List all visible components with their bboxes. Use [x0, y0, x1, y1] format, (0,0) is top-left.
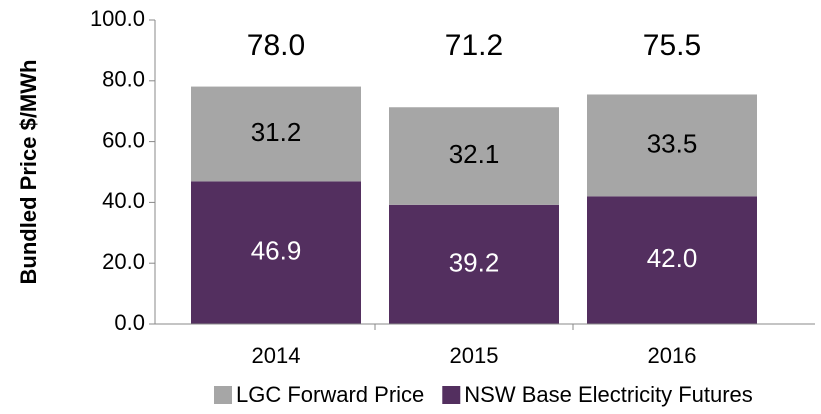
y-tick-label: 0.0 — [114, 310, 145, 335]
x-tick-label: 2014 — [252, 343, 301, 368]
y-tick-label: 60.0 — [102, 127, 145, 152]
bar-segment — [191, 86, 361, 182]
bar-segment — [587, 196, 757, 324]
legend-label: LGC Forward Price — [236, 382, 424, 407]
x-tick-label: 2016 — [648, 343, 697, 368]
y-tick-label: 100.0 — [90, 6, 145, 31]
data-label: 46.9 — [251, 236, 302, 266]
legend-label: NSW Base Electricity Futures — [464, 382, 753, 407]
legend-swatch — [214, 386, 232, 404]
y-tick-label: 40.0 — [102, 188, 145, 213]
y-tick-label: 20.0 — [102, 249, 145, 274]
data-label: 32.1 — [449, 139, 500, 169]
y-tick-label: 80.0 — [102, 67, 145, 92]
total-label: 78.0 — [247, 29, 305, 62]
total-label: 71.2 — [445, 29, 503, 62]
x-tick-label: 2015 — [450, 343, 499, 368]
legend-swatch — [442, 386, 461, 404]
bar-segment — [389, 204, 559, 324]
total-label: 75.5 — [643, 29, 701, 62]
data-label: 31.2 — [251, 117, 302, 147]
bar-segment — [389, 107, 559, 205]
data-label: 39.2 — [449, 247, 500, 277]
data-label: 33.5 — [647, 128, 698, 158]
data-label: 42.0 — [647, 243, 698, 273]
y-axis-title: Bundled Price $/MWh — [16, 60, 41, 285]
bar-segment — [191, 181, 361, 324]
bar-segment — [587, 94, 757, 197]
